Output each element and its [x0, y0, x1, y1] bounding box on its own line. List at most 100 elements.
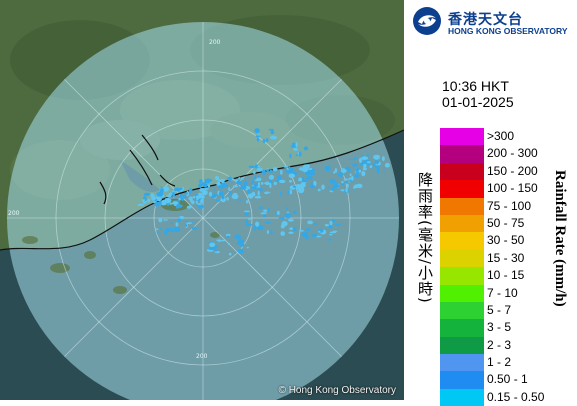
- legend-color-swatch: [440, 249, 484, 268]
- legend-range-label: 30 - 50: [487, 233, 525, 248]
- rain-echo: [305, 235, 309, 240]
- rain-echo: [155, 228, 159, 230]
- rain-echo: [267, 207, 270, 213]
- rain-echo: [209, 242, 216, 248]
- rain-echo: [177, 218, 181, 223]
- rain-echo: [161, 199, 167, 206]
- rain-echo: [349, 177, 354, 180]
- rain-echo: [201, 182, 206, 187]
- rain-echo: [162, 187, 168, 189]
- rain-echo: [228, 242, 230, 246]
- legend-item: 3 - 5: [440, 319, 570, 337]
- rain-echo: [245, 200, 249, 204]
- legend-range-label: 0.50 - 1: [487, 372, 528, 387]
- rain-echo: [238, 177, 241, 180]
- rain-echo: [383, 170, 386, 172]
- legend-item: 1 - 2: [440, 354, 570, 372]
- legend-color-swatch: [440, 145, 484, 163]
- legend-item: 15 - 30: [440, 249, 570, 268]
- legend-item: 75 - 100: [440, 197, 570, 215]
- legend-panel: 香港天文台 HONG KONG OBSERVATORY 10:36 HKT 01…: [404, 0, 577, 406]
- rain-echo: [156, 192, 164, 197]
- rain-echo: [324, 224, 329, 227]
- rain-echo: [366, 161, 371, 164]
- rain-echo: [287, 218, 294, 222]
- logo-name-english: HONG KONG OBSERVATORY: [448, 26, 568, 36]
- rain-echo: [214, 175, 220, 181]
- rain-echo: [337, 172, 344, 178]
- rain-echo: [327, 238, 332, 241]
- rain-echo: [240, 177, 244, 180]
- rain-echo: [216, 181, 221, 186]
- rain-echo: [240, 185, 247, 190]
- rain-echo: [289, 189, 293, 195]
- rain-echo: [315, 235, 322, 238]
- rain-echo: [150, 193, 155, 198]
- radar-map-graphic: 200 200 200: [0, 0, 404, 400]
- rain-echo: [245, 223, 253, 227]
- rain-echo: [309, 169, 313, 176]
- rain-echo: [327, 165, 331, 171]
- rain-echo: [164, 197, 172, 204]
- rain-echo: [205, 178, 212, 184]
- rain-echo: [269, 182, 272, 189]
- rain-echo: [234, 234, 242, 240]
- rain-echo: [155, 196, 162, 202]
- rain-echo: [239, 243, 245, 247]
- rain-echo: [172, 191, 175, 197]
- rain-echo: [260, 182, 264, 185]
- rain-echo: [290, 145, 296, 148]
- rain-echo: [245, 219, 248, 224]
- islands: [22, 199, 220, 294]
- rain-echo: [309, 182, 313, 185]
- legend-color-swatch: [440, 371, 484, 389]
- radar-map[interactable]: 200 200 200 © Hong Kong Observatory: [0, 0, 404, 400]
- rain-echo: [252, 170, 256, 174]
- rain-echo: [293, 185, 297, 188]
- rain-echo: [198, 183, 202, 189]
- rain-echo: [213, 188, 217, 191]
- legend-range-label: 7 - 10: [487, 285, 518, 300]
- rain-echo: [327, 225, 333, 229]
- rain-echo: [177, 204, 183, 208]
- legend-item: 150 - 200: [440, 162, 570, 181]
- rain-echo: [179, 193, 183, 199]
- rain-echo: [172, 201, 179, 205]
- rain-echo: [208, 247, 216, 251]
- rain-echo: [279, 179, 286, 184]
- rain-echo: [333, 171, 336, 174]
- legend-item: >300: [440, 128, 570, 146]
- rain-echo: [168, 192, 172, 198]
- rain-echo: [246, 246, 249, 249]
- rain-echo: [188, 196, 193, 201]
- rain-echo: [347, 169, 351, 172]
- rain-echo: [256, 137, 260, 142]
- rain-echo: [334, 223, 341, 226]
- rain-echo: [226, 235, 230, 238]
- rain-echo: [254, 128, 260, 134]
- rain-echo: [376, 167, 380, 174]
- rain-echo: [178, 197, 181, 201]
- rain-echo: [286, 170, 294, 174]
- legend-range-label: 15 - 30: [487, 250, 525, 265]
- rain-echo: [344, 180, 348, 184]
- rain-echo: [214, 251, 221, 254]
- rain-echo: [255, 221, 260, 227]
- rain-echo: [164, 229, 169, 233]
- rain-echo: [216, 239, 222, 242]
- rain-echo: [181, 197, 184, 201]
- legend-item: 0.15 - 0.50: [440, 388, 570, 406]
- rain-echo: [305, 164, 310, 169]
- rain-echo: [305, 228, 312, 232]
- rain-echo: [273, 181, 277, 186]
- rain-echo: [283, 165, 289, 168]
- rain-echo: [361, 156, 369, 160]
- rain-echo: [168, 228, 175, 232]
- rain-echo: [354, 174, 360, 178]
- rain-echo: [270, 229, 273, 235]
- legend-range-label: 50 - 75: [487, 215, 525, 230]
- rain-echo: [295, 141, 298, 148]
- rain-echo: [264, 221, 272, 224]
- legend-range-label: 10 - 15: [487, 268, 525, 283]
- rain-echo: [318, 230, 321, 233]
